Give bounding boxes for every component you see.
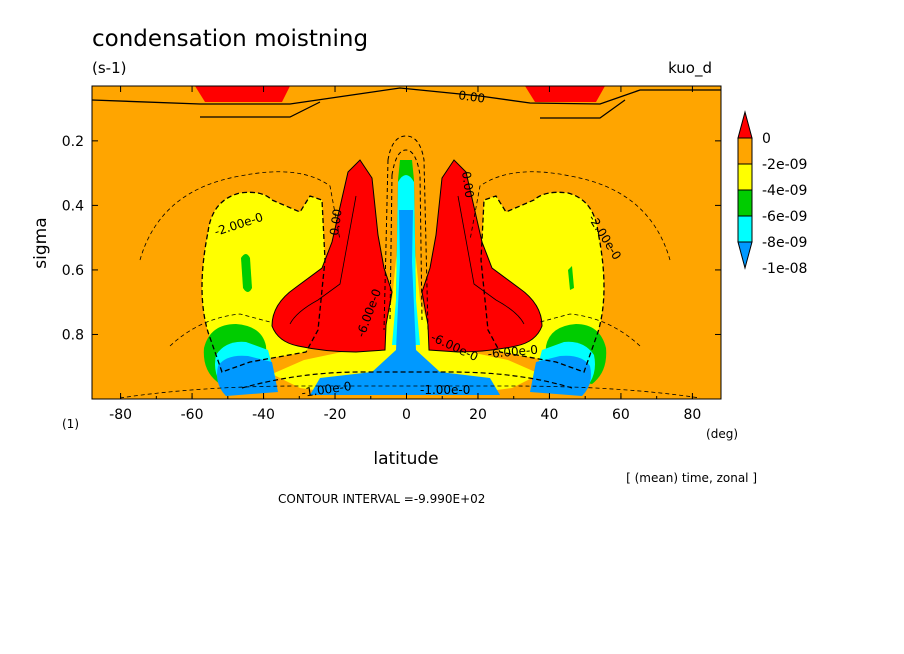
contour-label: 0.00 xyxy=(458,88,486,106)
run-label: kuo_d xyxy=(668,59,712,78)
field-blue-center xyxy=(310,210,500,395)
colorbar: 0 -2e-09 -4e-09 -6e-09 -8e-09 -1e-08 xyxy=(737,110,807,277)
contour-label: -1.00e-0 xyxy=(300,379,352,400)
contour-label: 0.00 xyxy=(327,208,345,236)
contour-dashed-low-left xyxy=(169,313,271,347)
field-red-lobe-left xyxy=(272,160,392,352)
x-tick-label: 60 xyxy=(612,407,630,423)
colorbar-label: -2e-09 xyxy=(762,157,807,173)
x-tick-label: 80 xyxy=(683,407,701,423)
contour-dashed-column-inner-left xyxy=(389,174,393,321)
averaging-note: [ (mean) time, zonal ] xyxy=(626,471,757,485)
colorbar-swatch xyxy=(737,137,753,165)
colorbar-swatch xyxy=(737,110,753,139)
y-tick-label: 0.6 xyxy=(62,263,84,279)
contour-dashed-bottom-inner xyxy=(241,371,573,389)
y-tick-label: 0.8 xyxy=(62,327,84,343)
colorbar-swatch xyxy=(737,189,753,217)
y-tick-label: 0.4 xyxy=(62,198,84,214)
contour-solid-top-right xyxy=(540,99,626,119)
contour-inner-right xyxy=(457,195,525,325)
field-blue-right xyxy=(530,355,591,396)
contour-dashed-outer-right xyxy=(469,171,671,261)
colorbar-label: -1e-08 xyxy=(762,261,807,277)
contour-label: -6.00e-0 xyxy=(487,343,538,361)
colorbar-label: -4e-09 xyxy=(762,183,807,199)
x-tick-label: 40 xyxy=(541,407,559,423)
chart-title: condensation moistning xyxy=(92,26,368,52)
contour-dashed-column-outer-right xyxy=(387,135,429,331)
field-red-top-right xyxy=(525,86,605,102)
contour-label: -1.00e-0 xyxy=(420,383,470,397)
contour-label: 0.00 xyxy=(459,170,477,198)
y-axis: 0.2 0.4 0.6 0.8 xyxy=(62,134,721,343)
contour-interval-note: CONTOUR INTERVAL =-9.990E+02 xyxy=(278,492,485,506)
contour-dashed-bottom xyxy=(119,385,701,399)
colorbar-label: 0 xyxy=(762,131,771,147)
field-green-upper-left xyxy=(241,254,252,292)
x-tick-label: -40 xyxy=(252,407,275,423)
contour-dashed-outer-left xyxy=(139,171,341,261)
x-tick-label: 0 xyxy=(402,407,411,423)
units-label: (s-1) xyxy=(92,59,126,77)
x-axis: -80 -60 -40 -20 0 20 40 60 80 xyxy=(109,86,701,423)
field-green-upper-right xyxy=(568,266,574,290)
colorbar-swatch xyxy=(737,215,753,243)
x-tick-label: -60 xyxy=(181,407,204,423)
contour-solid-top-left xyxy=(200,101,321,118)
x-unit-label: (deg) xyxy=(706,427,738,441)
colorbar-swatch xyxy=(737,241,753,270)
contour-zero-right xyxy=(421,159,543,353)
field-red-top-left xyxy=(195,86,290,102)
contour-dashed-column-outer-left xyxy=(383,159,389,331)
contour-zero-left xyxy=(271,159,393,353)
contour-inner-left xyxy=(289,195,357,325)
y-tick-label: 0.2 xyxy=(62,134,84,150)
contour-zero-top xyxy=(92,87,721,105)
colorbar-swatch xyxy=(737,163,753,191)
contour-dashed-yellow-right xyxy=(480,191,605,373)
field-blue-left xyxy=(217,355,278,396)
x-tick-label: 20 xyxy=(469,407,487,423)
contour-dashed-yellow-left xyxy=(201,191,326,373)
x-axis-label: latitude xyxy=(373,449,438,469)
x-tick-label: -80 xyxy=(109,407,132,423)
y-axis-label: sigma xyxy=(31,217,51,268)
colorbar-label: -8e-09 xyxy=(762,235,807,251)
contour-field xyxy=(92,86,721,399)
x-tick-label: -20 xyxy=(324,407,347,423)
contour-dashed-column-inner-right xyxy=(391,149,423,321)
y-corner-label: (1) xyxy=(62,417,79,431)
contour-dashed-low-right xyxy=(539,313,641,347)
colorbar-label: -6e-09 xyxy=(762,209,807,225)
field-red-lobe-right xyxy=(422,160,542,352)
